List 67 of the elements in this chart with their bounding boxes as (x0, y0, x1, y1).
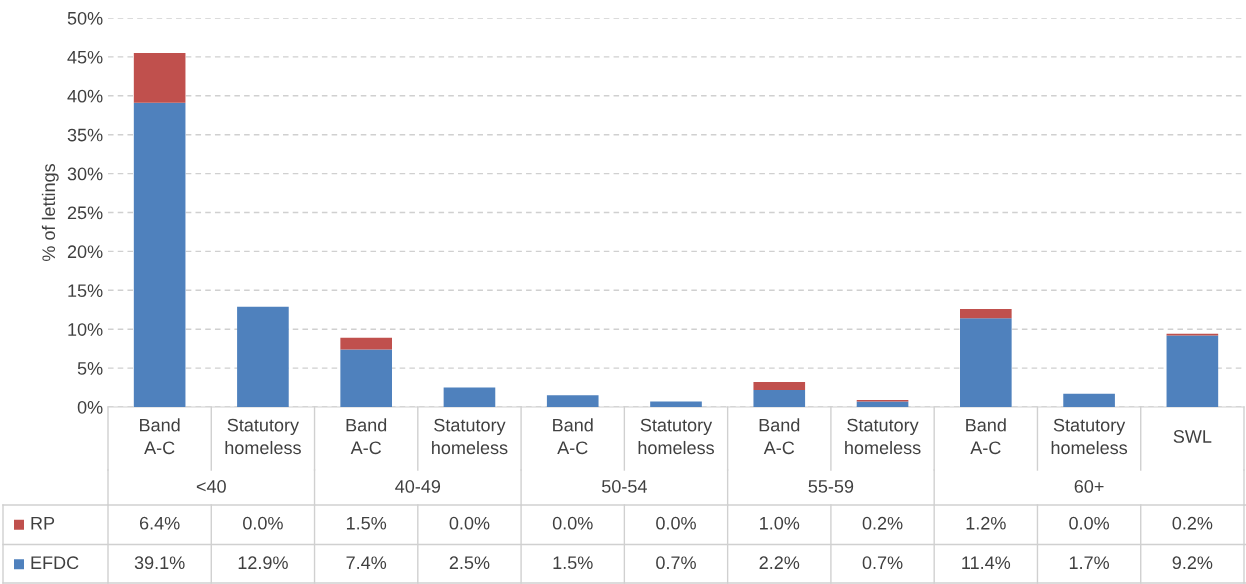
y-tick-label: 30% (67, 167, 103, 181)
data-label: 0.0% (552, 516, 593, 530)
bar (753, 389, 806, 407)
y-axis-title: % of lettings (41, 163, 59, 262)
x-tick-label: Statutory homeless (225, 418, 301, 455)
x-tick-label: Statutory homeless (845, 418, 921, 455)
bar (340, 349, 392, 407)
text: 60+ (1074, 480, 1104, 493)
data-label: 12.9% (238, 556, 288, 570)
legend-label: RP (31, 517, 55, 530)
bar (753, 382, 806, 390)
y-tick-label: 35% (67, 128, 103, 142)
x-tick-label: Statutory homeless (638, 418, 714, 455)
bar (340, 337, 392, 350)
data-label: 11.4% (962, 556, 1011, 570)
x-tick-label: Band A-C (966, 418, 1006, 455)
data-label: 0.2% (1172, 516, 1213, 530)
x-tick-label: Band A-C (759, 418, 800, 455)
data-label: 39.1% (134, 556, 185, 570)
data-label: 1.7% (1069, 556, 1110, 570)
data-label: 9.2% (1172, 556, 1213, 570)
y-tick-label: 50% (67, 11, 103, 25)
data-label: 0.0% (243, 516, 283, 530)
y-tick-label: 45% (67, 50, 103, 64)
bar (1063, 393, 1115, 407)
data-label: 0.0% (1069, 516, 1110, 530)
text: <40 (196, 480, 226, 493)
data-label: 0.7% (656, 556, 696, 570)
data-label: 1.5% (346, 516, 387, 530)
bar (237, 306, 289, 407)
x-tick-label: Statutory homeless (432, 418, 508, 455)
bar (650, 401, 702, 407)
data-label: 1.5% (553, 556, 593, 570)
x-tick-label: Band A-C (346, 418, 387, 455)
data-label: 7.4% (346, 556, 387, 570)
x-tick-label: Band A-C (140, 418, 180, 455)
y-tick-label: 5% (77, 362, 103, 375)
bar (1166, 335, 1219, 407)
bar (960, 308, 1012, 319)
data-label: 0.0% (656, 516, 696, 530)
data-label: 0.2% (862, 516, 903, 530)
text: 40-49 (395, 480, 441, 493)
y-tick-label: 40% (67, 89, 103, 103)
bar (960, 318, 1012, 407)
y-tick-label: 15% (68, 284, 103, 298)
x-tick-label: Statutory homeless (1051, 418, 1128, 455)
data-label: 1.2% (966, 516, 1006, 530)
data-label: 1.0% (760, 516, 800, 530)
x-tick-label: Band A-C (553, 418, 593, 455)
data-label: 0.7% (862, 556, 903, 570)
y-tick-label: 20% (67, 245, 103, 259)
bar (856, 401, 909, 407)
text: 55-59 (808, 480, 854, 493)
bar (546, 395, 599, 407)
data-label: 2.5% (449, 556, 490, 570)
y-tick-label: 0% (77, 400, 103, 414)
bar (133, 53, 186, 103)
bar (443, 387, 496, 407)
legend-label: EFDC (31, 556, 79, 570)
y-tick-label: 10% (68, 323, 103, 336)
text: 50-54 (602, 480, 647, 493)
data-label: 6.4% (139, 516, 180, 530)
x-tick-label: SWL (1173, 430, 1212, 443)
bar (133, 102, 186, 407)
data-label: 0.0% (449, 516, 490, 530)
data-label: 2.2% (759, 556, 800, 570)
y-tick-label: 25% (67, 206, 103, 220)
